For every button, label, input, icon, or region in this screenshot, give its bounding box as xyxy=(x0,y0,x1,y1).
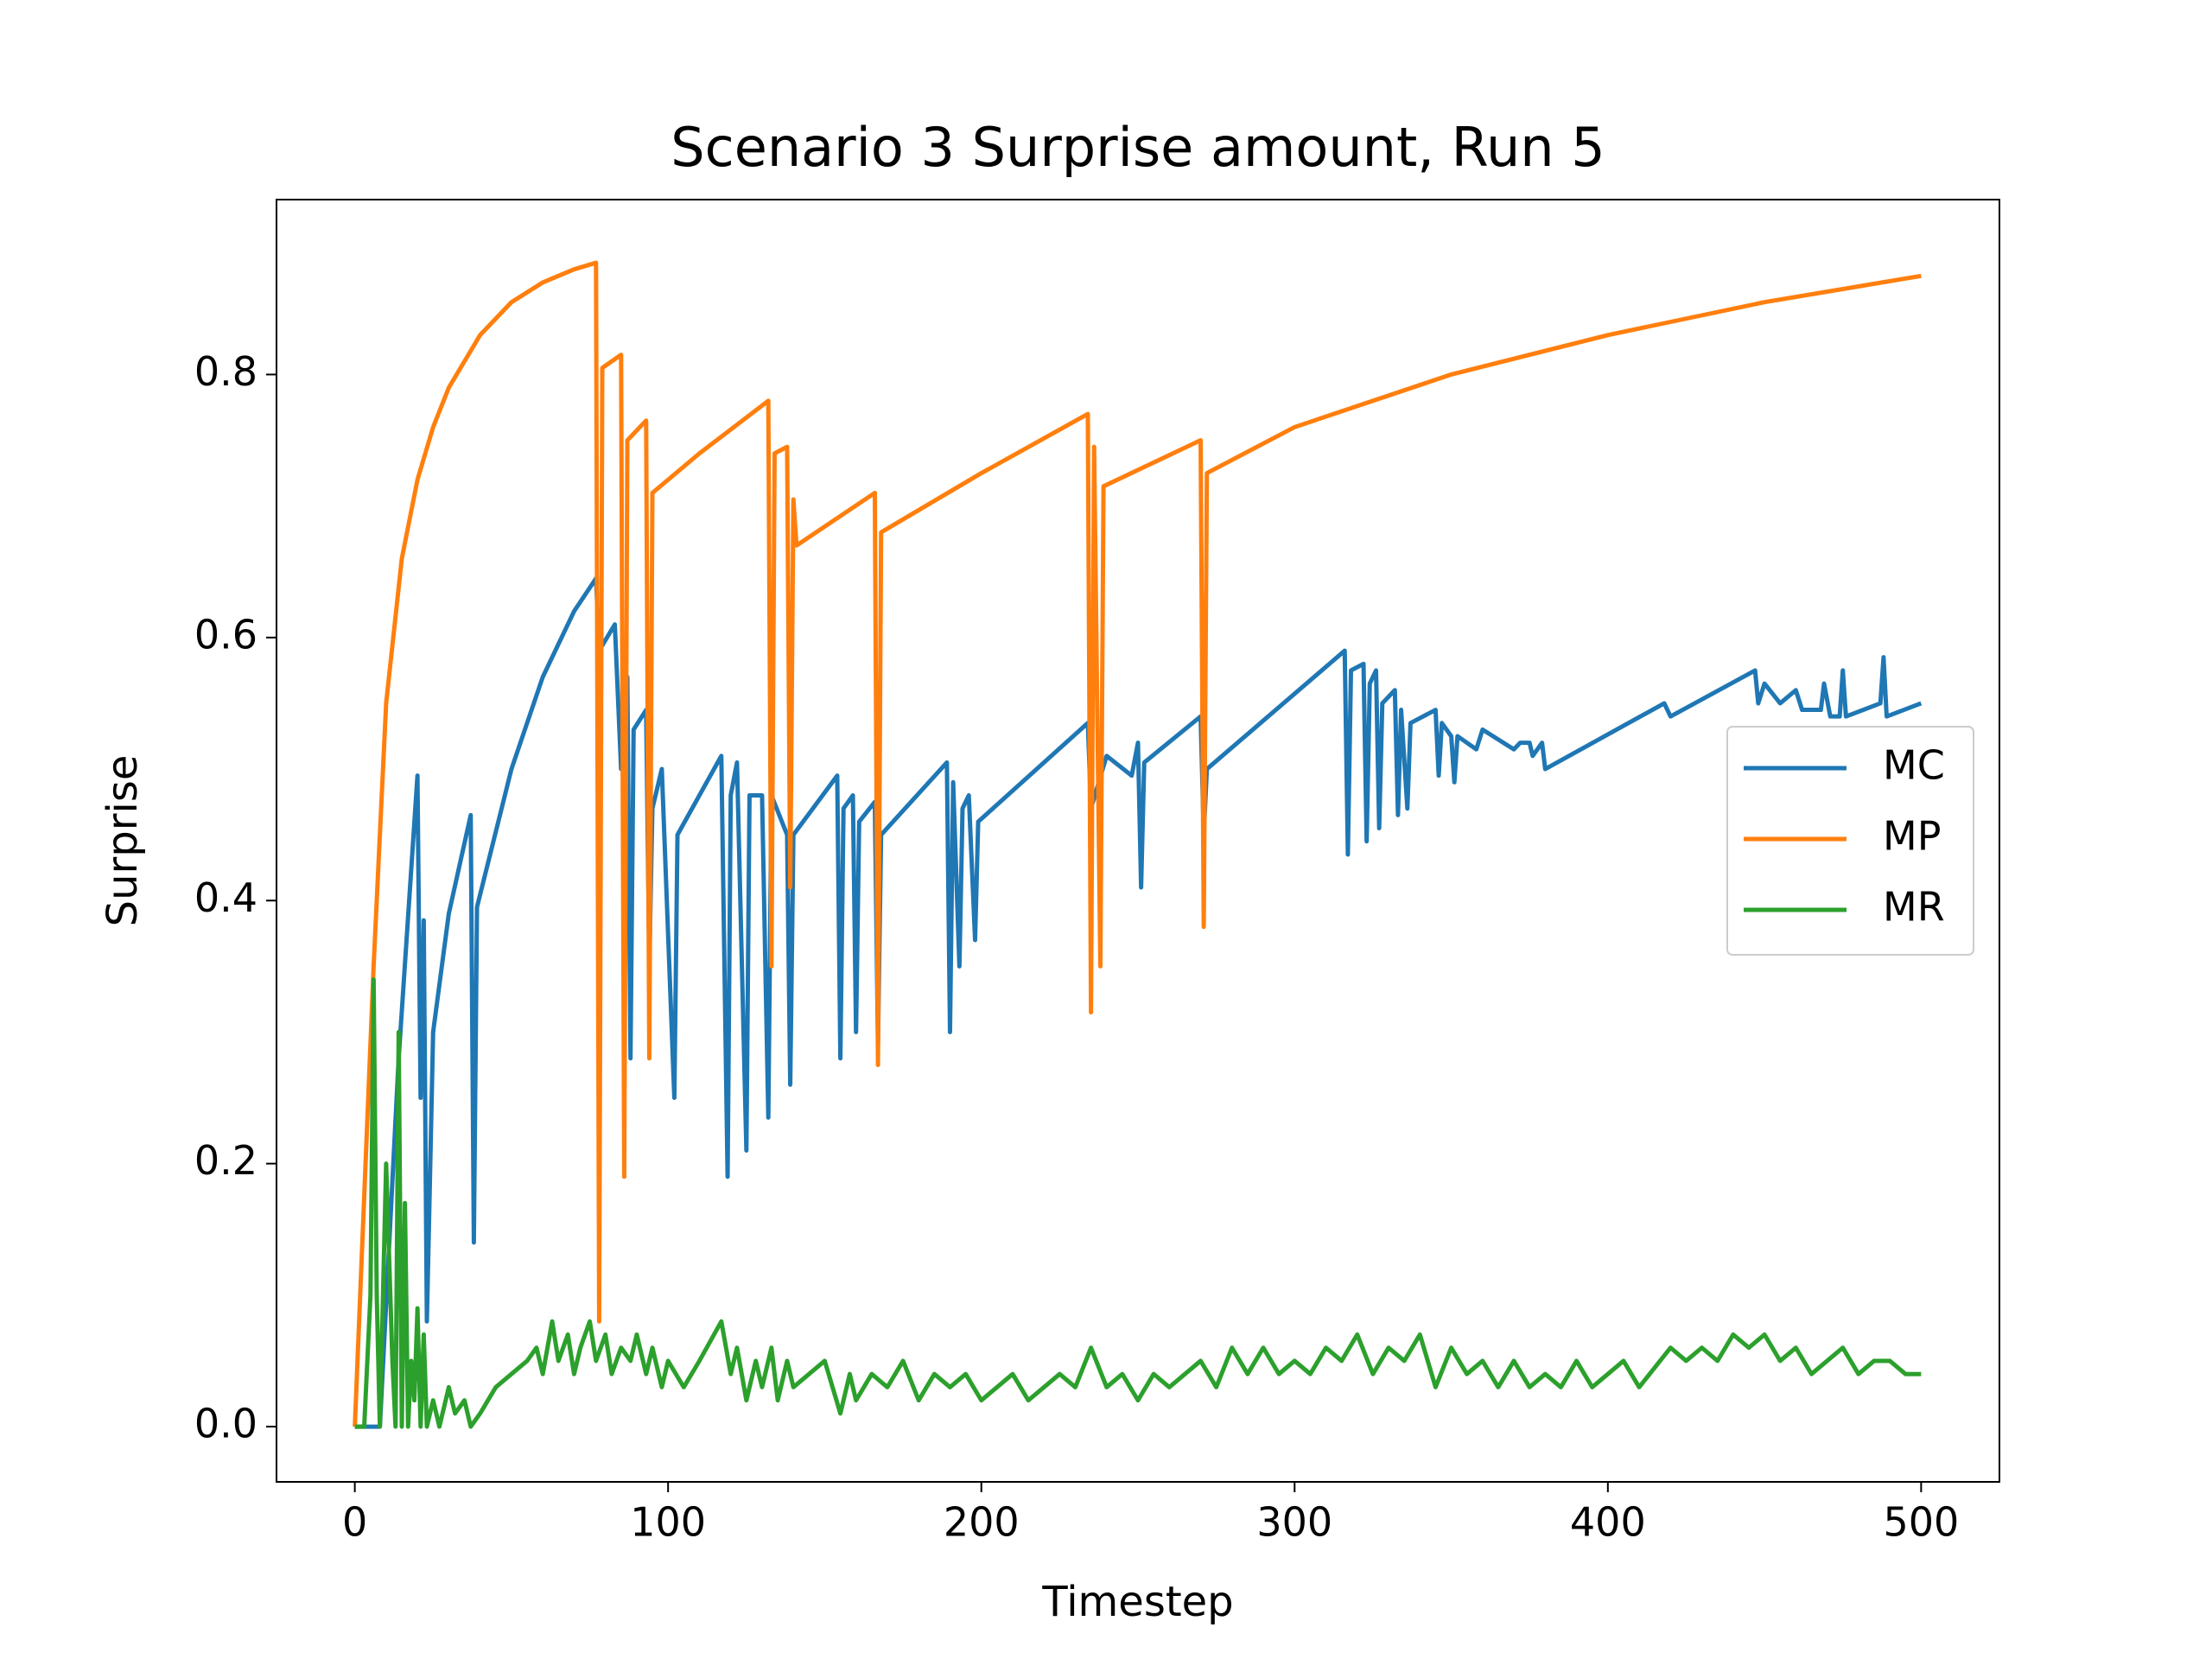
legend-label: MR xyxy=(1883,884,1945,931)
axes-frame xyxy=(276,199,2000,1483)
series-line xyxy=(353,260,1922,1427)
series-line xyxy=(354,977,1922,1429)
chart-title: Scenario 3 Surprise amount, Run 5 xyxy=(671,116,1605,179)
legend-label: MP xyxy=(1883,813,1941,860)
plot-area: 0 100 200 300 400 500 0.0 0.2 0.4 0.6 0.8 MC MP MR xyxy=(194,199,2000,1546)
x-tick-label: 300 xyxy=(1256,1499,1332,1546)
x-tick-label: 500 xyxy=(1883,1499,1959,1546)
x-tick-label: 200 xyxy=(944,1499,1020,1546)
x-tick-label: 400 xyxy=(1570,1499,1646,1546)
y-tick-label: 0.6 xyxy=(194,611,257,658)
y-tick-label: 0.0 xyxy=(194,1401,257,1447)
x-tick-label: 100 xyxy=(630,1499,706,1546)
legend-label: MC xyxy=(1883,742,1945,789)
x-tick-label: 0 xyxy=(342,1499,367,1546)
y-tick-label: 0.8 xyxy=(194,348,257,395)
x-axis-label: Timestep xyxy=(1041,1578,1233,1626)
y-tick-label: 0.4 xyxy=(194,874,257,921)
y-axis-label: Surprise xyxy=(99,755,147,927)
y-tick-label: 0.2 xyxy=(194,1137,257,1184)
legend-box xyxy=(1726,726,1974,956)
